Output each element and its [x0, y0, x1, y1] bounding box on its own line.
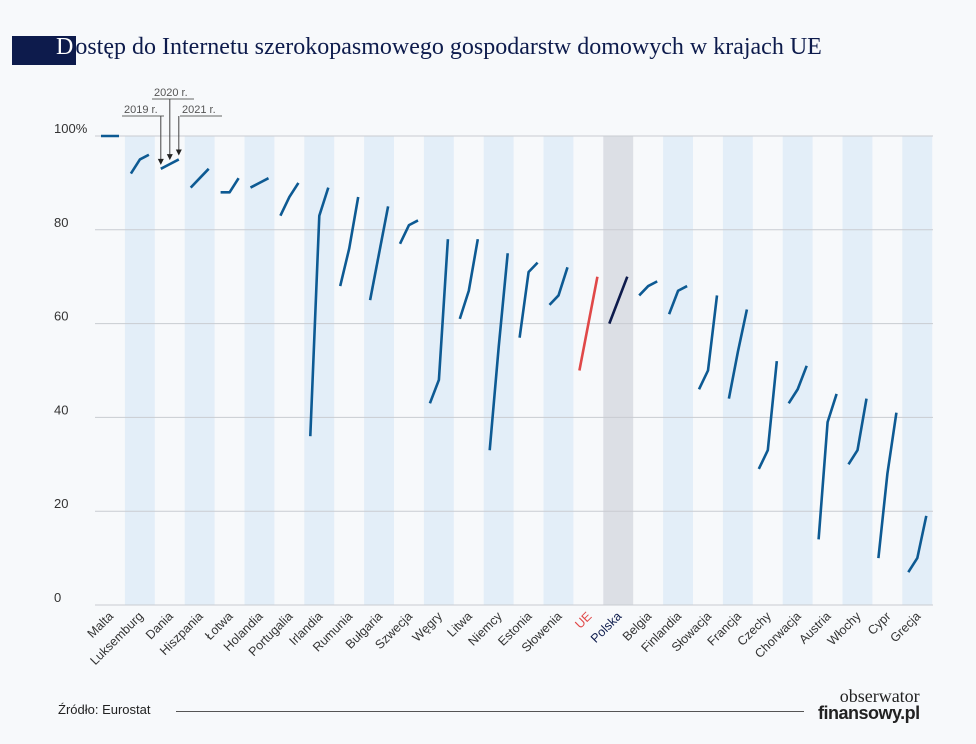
title-initial: D: [56, 34, 74, 60]
arrow-down-icon: [157, 158, 164, 165]
y-tick-label: 80: [54, 215, 68, 230]
y-tick-label: 20: [54, 496, 68, 511]
series-line-Polska: [608, 276, 629, 325]
y-tick-label: 60: [54, 309, 68, 324]
y-tick-label: 0: [54, 590, 61, 605]
arrow-down-icon: [166, 154, 173, 161]
series-line-Austria: [817, 393, 838, 540]
series-line-Grecja: [907, 515, 928, 573]
band-polska: [603, 136, 634, 605]
chart-title-text: ostęp do Internetu szerokopasmowego gosp…: [75, 34, 822, 60]
band-25: [842, 136, 873, 605]
band-3: [184, 136, 215, 605]
year-annotation-label: 2021 r.: [182, 104, 216, 116]
band-5: [244, 136, 275, 605]
y-tick-label: 40: [54, 402, 68, 417]
series-line-Holandia: [249, 177, 270, 189]
series-line-UE: [578, 276, 599, 371]
arrow-down-icon: [175, 149, 182, 156]
source-label: Źródło: Eurostat: [58, 702, 151, 717]
series-line-Portugalia: [279, 182, 300, 217]
logo-line2: finansowy.pl: [818, 703, 920, 723]
band-23: [782, 136, 813, 605]
series-line-Słowacja: [697, 295, 719, 390]
year-annotation-label: 2019 r.: [124, 104, 158, 116]
band-9: [364, 136, 394, 605]
title-accent-block: [12, 36, 76, 65]
series-line-Dania: [160, 158, 180, 170]
chart-title: Dostęp do Internetu szerokopasmowego gos…: [58, 34, 822, 61]
year-annotation-label: 2020 r.: [154, 87, 188, 99]
x-tick-label: Węgry: [410, 609, 446, 645]
band-21: [722, 136, 753, 605]
series-line-Włochy: [847, 398, 868, 466]
band-27: [902, 136, 933, 605]
series-line-Francja: [727, 309, 749, 399]
series-line-Belgia: [638, 280, 658, 297]
band-7: [304, 136, 335, 605]
series-line-Litwa: [458, 238, 480, 320]
series-line-Irlandia: [309, 187, 330, 437]
x-tick-label: UE: [572, 609, 594, 631]
x-tick-label: Polska: [588, 609, 624, 645]
band-15: [543, 136, 574, 605]
series-line-Cypr: [877, 412, 898, 559]
series-line-Szwecja: [398, 219, 419, 245]
series-line-Słowenia: [548, 266, 569, 306]
logo-line1: obserwator: [839, 686, 920, 706]
logo: obserwator finansowy.pl: [818, 686, 920, 723]
x-tick-label: Grecja: [887, 609, 923, 645]
band-13: [483, 136, 514, 605]
series-line-Łotwa: [220, 177, 240, 194]
series-line-Estonia: [518, 261, 539, 338]
series-line-Bułgaria: [368, 206, 390, 301]
band-1: [124, 136, 155, 605]
series-line-Finlandia: [667, 284, 688, 315]
series-line-Niemcy: [488, 253, 509, 451]
series-line-Luksemburg: [129, 153, 150, 175]
y-tick-label: 100%: [54, 121, 88, 136]
source-divider: [176, 711, 804, 712]
series-line-Rumunia: [338, 196, 360, 287]
band-19: [663, 136, 693, 605]
series-line-Węgry: [428, 239, 450, 404]
series-line-Hiszpania: [189, 167, 210, 189]
x-tick-label: Włochy: [825, 609, 864, 648]
series-line-Czechy: [757, 360, 779, 470]
series-line-Chorwacja: [787, 365, 808, 405]
